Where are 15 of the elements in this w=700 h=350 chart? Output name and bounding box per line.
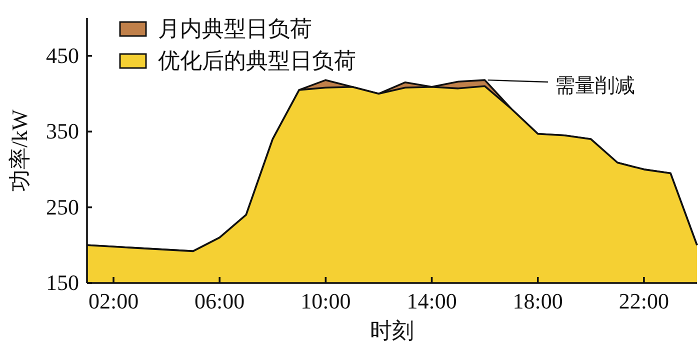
legend-label: 优化后的典型日负荷 (158, 48, 356, 73)
y-tick-label: 450 (46, 42, 79, 68)
x-tick-label: 10:00 (300, 288, 351, 314)
x-tick-label: 18:00 (512, 288, 563, 314)
y-tick-label: 350 (46, 118, 79, 144)
x-tick-label: 02:00 (88, 288, 139, 314)
x-tick-label: 06:00 (194, 288, 245, 314)
x-tick-label: 14:00 (406, 288, 457, 314)
y-axis-title: 功率/kW (7, 109, 32, 192)
annotation: 需量削减 (555, 75, 635, 97)
x-tick-label: 22:00 (618, 288, 670, 314)
y-tick-label: 150 (46, 270, 79, 296)
x-axis-title: 时刻 (370, 318, 414, 343)
y-tick-label: 250 (46, 194, 79, 220)
legend-label: 月内典型日负荷 (158, 16, 312, 41)
